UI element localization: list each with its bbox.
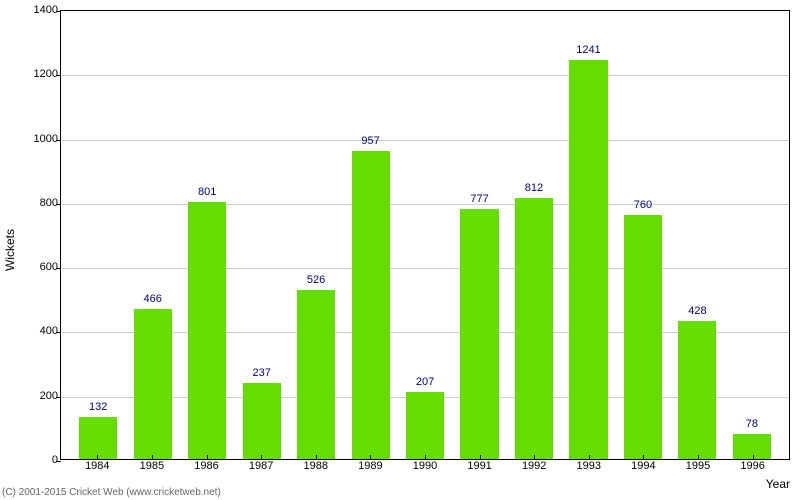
x-axis-label: Year xyxy=(766,477,790,491)
bar-value-label: 207 xyxy=(398,376,452,388)
bar-value-label: 466 xyxy=(125,293,179,305)
bar xyxy=(79,417,117,459)
bar-wrapper: 132 xyxy=(71,417,125,459)
bar-value-label: 777 xyxy=(452,193,506,205)
bar xyxy=(515,198,553,459)
x-tick-label: 1996 xyxy=(725,460,780,472)
bar-wrapper: 237 xyxy=(234,383,288,459)
bar-value-label: 237 xyxy=(234,367,288,379)
bar-wrapper: 801 xyxy=(180,202,234,459)
bar xyxy=(188,202,226,459)
bar-value-label: 78 xyxy=(725,418,779,430)
bar xyxy=(406,392,444,459)
bar-wrapper: 1241 xyxy=(561,60,615,459)
x-axis-ticks: 1984198519861987198819891990199119921993… xyxy=(60,460,790,472)
x-tick-label: 1995 xyxy=(671,460,726,472)
bar-value-label: 428 xyxy=(670,305,724,317)
x-tick-label: 1993 xyxy=(561,460,616,472)
bar xyxy=(243,383,281,459)
y-tick-label: 1000 xyxy=(8,133,58,145)
x-tick-label: 1989 xyxy=(343,460,398,472)
bar-wrapper: 812 xyxy=(507,198,561,459)
x-tick-label: 1991 xyxy=(452,460,507,472)
bar xyxy=(352,151,390,459)
bar-value-label: 760 xyxy=(616,199,670,211)
bar-wrapper: 760 xyxy=(616,215,670,459)
y-tick-label: 800 xyxy=(8,197,58,209)
bar xyxy=(460,209,498,459)
x-tick-label: 1987 xyxy=(234,460,289,472)
bar-wrapper: 777 xyxy=(452,209,506,459)
x-tick-label: 1994 xyxy=(616,460,671,472)
bar-value-label: 957 xyxy=(343,135,397,147)
y-tick-label: 1200 xyxy=(8,68,58,80)
y-tick-label: 600 xyxy=(8,261,58,273)
x-tick-label: 1984 xyxy=(70,460,125,472)
bar-wrapper: 428 xyxy=(670,321,724,459)
bar xyxy=(134,309,172,459)
chart-plot-area: 132466801237526957207777812124176042878 xyxy=(60,10,790,460)
bar-wrapper: 207 xyxy=(398,392,452,459)
bar-value-label: 812 xyxy=(507,182,561,194)
x-tick-label: 1988 xyxy=(288,460,343,472)
x-tick-label: 1985 xyxy=(125,460,180,472)
bar xyxy=(297,290,335,459)
copyright-footer: (C) 2001-2015 Cricket Web (www.cricketwe… xyxy=(2,487,221,498)
bar-wrapper: 957 xyxy=(343,151,397,459)
bar-value-label: 801 xyxy=(180,186,234,198)
bar xyxy=(624,215,662,459)
x-tick-label: 1990 xyxy=(398,460,453,472)
x-tick-label: 1992 xyxy=(507,460,562,472)
bar-value-label: 526 xyxy=(289,274,343,286)
x-tick-label: 1986 xyxy=(179,460,234,472)
bars-container: 132466801237526957207777812124176042878 xyxy=(61,11,789,459)
bar-value-label: 132 xyxy=(71,401,125,413)
y-tick-label: 0 xyxy=(8,454,58,466)
bar-value-label: 1241 xyxy=(561,44,615,56)
bar-wrapper: 466 xyxy=(125,309,179,459)
y-tick-label: 1400 xyxy=(8,4,58,16)
y-tick-label: 200 xyxy=(8,390,58,402)
bar-wrapper: 526 xyxy=(289,290,343,459)
bar xyxy=(678,321,716,459)
bar xyxy=(569,60,607,459)
y-tick-label: 400 xyxy=(8,325,58,337)
